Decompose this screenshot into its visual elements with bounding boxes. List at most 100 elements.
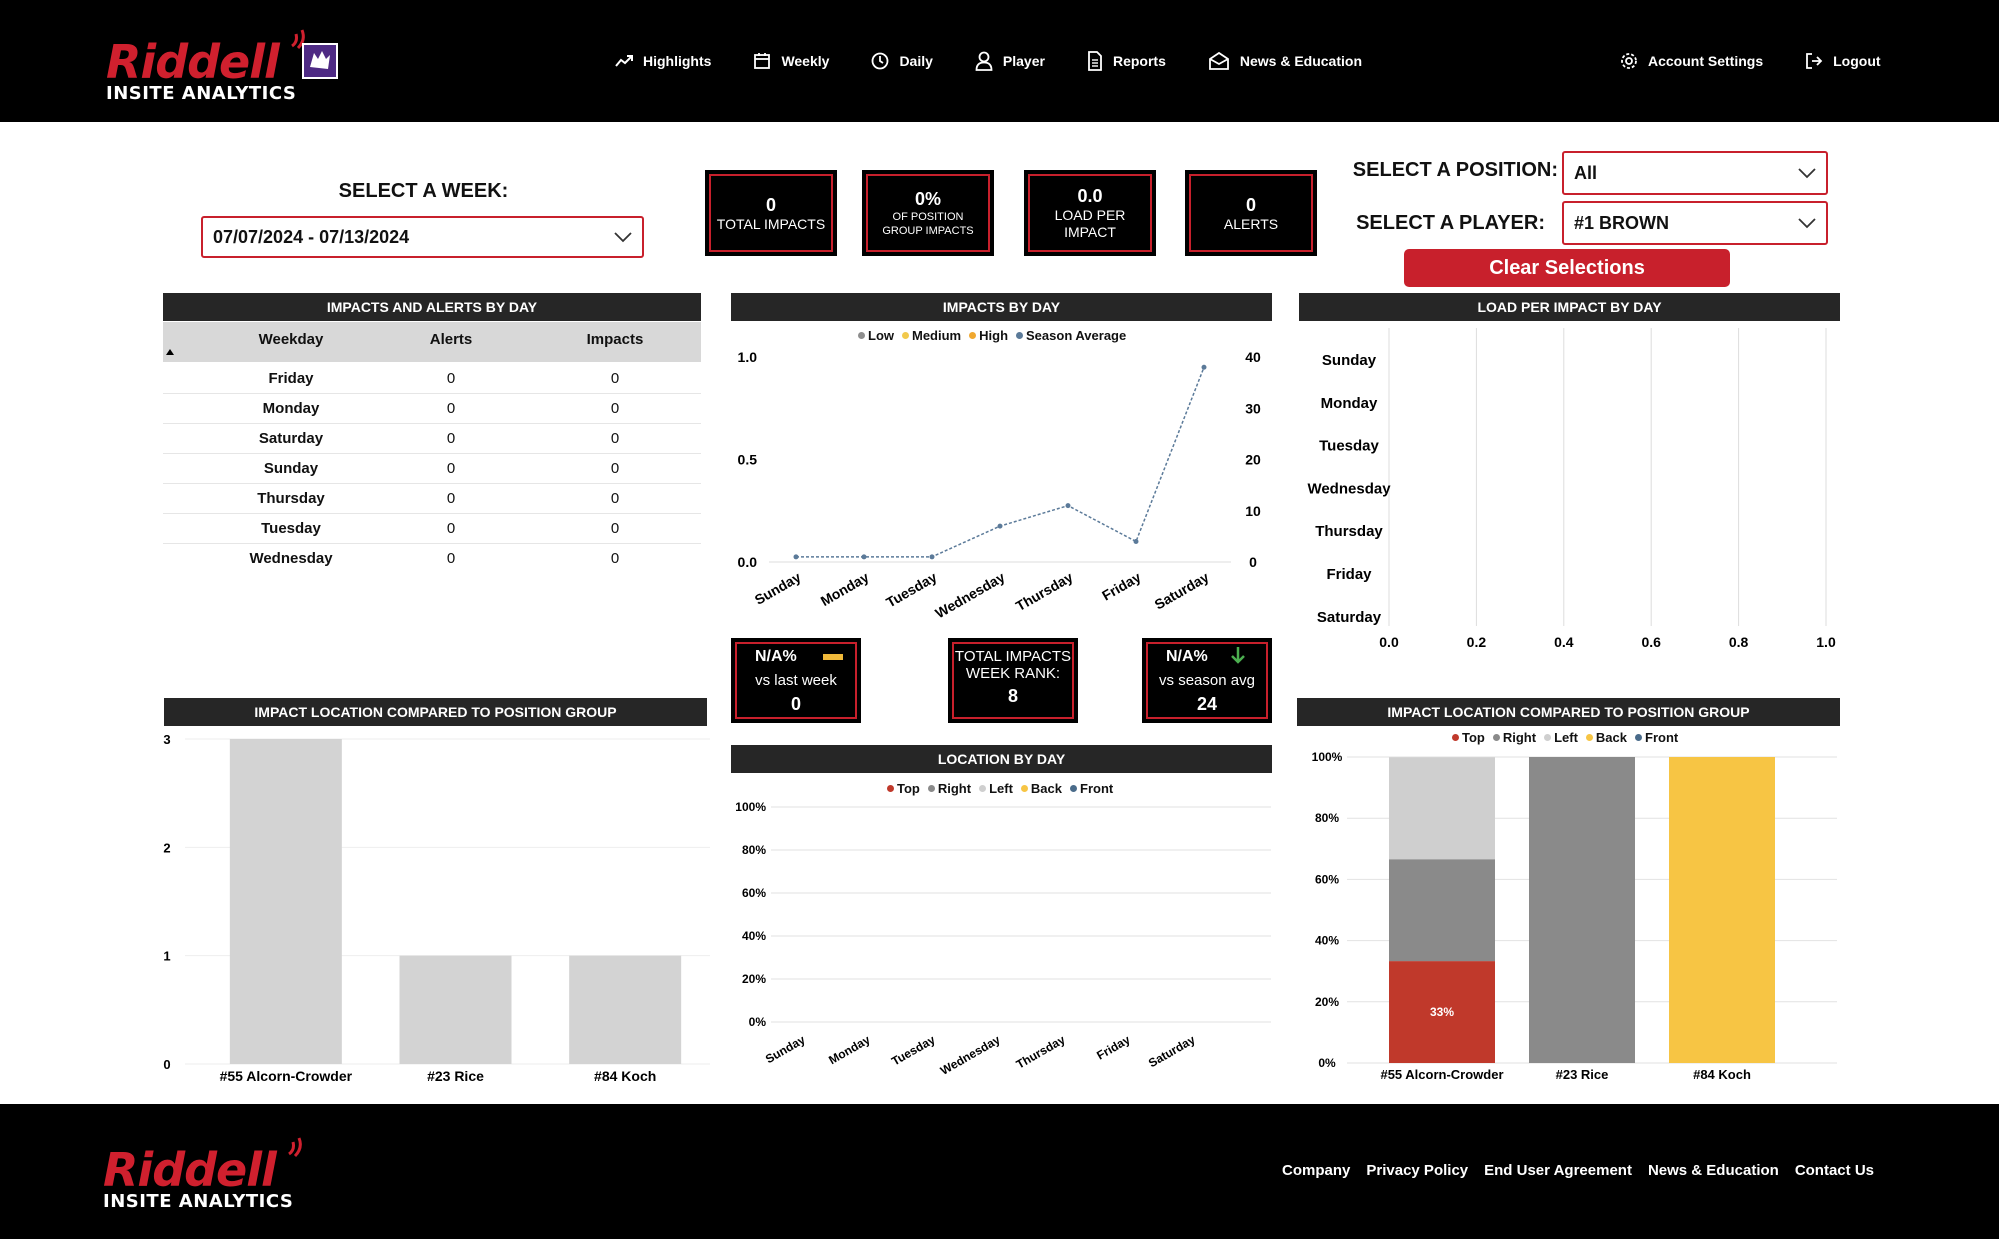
- table-row[interactable]: Thursday 0 0: [163, 484, 701, 514]
- legend-swatch-right: [927, 785, 935, 792]
- y2-tick-label: 20: [1245, 452, 1261, 468]
- cell-weekday: Wednesday: [249, 550, 333, 567]
- kpi-label: OF POSITION: [892, 211, 964, 223]
- footer-link-news[interactable]: News & Education: [1647, 1162, 1779, 1179]
- data-label: 33%: [1430, 1005, 1454, 1019]
- column-header[interactable]: Impacts: [586, 331, 644, 348]
- logo-brand-text: Riddell: [103, 1143, 277, 1197]
- x-tick-label: Saturday: [1146, 1032, 1198, 1070]
- impacts-by-day-chart[interactable]: 0.0 0.5 1.0 0 10 20 30 40 Sunday Monday TuesdayWed…: [731, 340, 1272, 630]
- location-bar: [569, 955, 682, 1064]
- position-select-label: SELECT A POSITION:: [1352, 159, 1558, 181]
- legend-swatch-back: [1585, 734, 1593, 741]
- legend-swatch-low: [858, 332, 865, 339]
- team-logo: [302, 43, 338, 79]
- kpi-label: IMPACT: [1064, 224, 1116, 240]
- x-tick-label: Wednesday: [938, 1032, 1003, 1078]
- nav-highlights[interactable]: Highlights: [615, 53, 711, 69]
- chevron-down-icon: [1798, 218, 1816, 229]
- cell-impacts: 0: [610, 550, 620, 567]
- column-header[interactable]: Alerts: [429, 331, 473, 348]
- cell-impacts: 0: [610, 520, 620, 537]
- nav-daily[interactable]: Daily: [871, 52, 933, 70]
- footer-link-eula[interactable]: End User Agreement: [1484, 1162, 1632, 1179]
- x-tick-label: 0.4: [1554, 634, 1574, 650]
- x-tick-label: #55 Alcorn-Crowder: [1380, 1067, 1503, 1082]
- x-tick-label: Thursday: [1014, 1032, 1068, 1071]
- y-tick-label: 40%: [1315, 934, 1339, 948]
- vs-season-avg-card: N/A% vs season avg 24: [1142, 638, 1272, 723]
- player-select[interactable]: #1 BROWN: [1562, 201, 1828, 245]
- impact-location-left-chart[interactable]: 0 1 2 3 #55 Alcorn-Crowder #23 Rice #84 Koch: [155, 728, 715, 1090]
- nav-weekly[interactable]: Weekly: [753, 52, 829, 70]
- nav-reports[interactable]: Reports: [1087, 51, 1166, 71]
- card-label: TOTAL IMPACTS: [954, 648, 1072, 665]
- y2-tick-label: 30: [1245, 400, 1261, 416]
- nav-label: Reports: [1112, 53, 1166, 69]
- cell-weekday: Thursday: [257, 490, 325, 507]
- kpi-value: 0%: [914, 189, 941, 209]
- nav-label: Player: [1002, 53, 1045, 69]
- y-tick-label: 60%: [1315, 872, 1339, 886]
- load-per-impact-chart[interactable]: 0.0 0.2 0.4 0.6 0.8 1.0 Sunday Monday Tuesday Wed…: [1299, 322, 1840, 672]
- location-by-day-chart[interactable]: 0% 20% 40% 60% 80% 100% Sunday Monday Tuesday Wed…: [731, 795, 1272, 1090]
- season-average-point: [997, 523, 1003, 529]
- table-row[interactable]: Wednesday 0 0: [163, 544, 701, 574]
- arrow-down-icon: [1231, 647, 1245, 664]
- legend-label: Back: [1030, 781, 1062, 796]
- legend-label: Back: [1595, 730, 1627, 745]
- legend-label: Season Average: [1026, 328, 1127, 343]
- legend-label: Left: [989, 781, 1013, 796]
- footer-link-contact[interactable]: Contact Us: [1794, 1162, 1874, 1179]
- footer-link-company[interactable]: Company: [1282, 1162, 1351, 1179]
- cell-alerts: 0: [446, 550, 456, 567]
- column-header[interactable]: Weekday: [258, 331, 324, 348]
- location-by-day-legend: Top Right Left Back Front: [887, 781, 1113, 796]
- x-tick-label: 0.2: [1467, 634, 1487, 650]
- legend-swatch-season-average: [1016, 332, 1024, 339]
- user-icon: [975, 51, 993, 71]
- account-settings-link[interactable]: Account Settings: [1620, 52, 1763, 70]
- card-label: WEEK RANK:: [965, 665, 1061, 682]
- season-average-point: [1065, 503, 1071, 509]
- footer-riddell-logo[interactable]: Riddell INSITE ANALYTICS: [103, 1137, 303, 1212]
- y-tick-label: 1: [163, 949, 170, 964]
- mail-icon: [1208, 51, 1229, 70]
- y-tick-label: 0.0: [738, 554, 758, 570]
- table-row[interactable]: Friday 0 0: [163, 364, 701, 394]
- account-settings-label: Account Settings: [1648, 53, 1764, 69]
- season-average-point: [793, 554, 799, 560]
- impact-location-right-chart[interactable]: 0% 20% 40% 60% 80% 100% #55 Alcorn-Crowder #23 …: [1297, 745, 1842, 1090]
- x-tick-label: Wednesday: [932, 569, 1007, 622]
- footer-links: Company Privacy Policy End User Agreemen…: [1266, 1162, 1874, 1179]
- cell-weekday: Tuesday: [261, 520, 321, 537]
- table-row[interactable]: Tuesday 0 0: [163, 514, 701, 544]
- x-tick-label: Tuesday: [883, 569, 939, 611]
- y-category-label: Wednesday: [1307, 480, 1391, 497]
- footer-link-privacy[interactable]: Privacy Policy: [1366, 1162, 1469, 1179]
- table-row[interactable]: Monday 0 0: [163, 394, 701, 424]
- table-row[interactable]: Saturday 0 0: [163, 424, 701, 454]
- clear-selections-button[interactable]: Clear Selections: [1404, 249, 1730, 287]
- location-bar: [399, 955, 512, 1064]
- kpi-label: TOTAL IMPACTS: [716, 215, 826, 232]
- nav-news-education[interactable]: News & Education: [1208, 51, 1362, 71]
- y-category-label: Monday: [1321, 395, 1378, 412]
- clock-icon: [872, 52, 889, 70]
- legend-label: Low: [868, 328, 894, 343]
- week-select[interactable]: 07/07/2024 - 07/13/2024: [201, 216, 644, 258]
- x-tick-label: Friday: [1099, 569, 1144, 604]
- table-row[interactable]: Sunday 0 0: [163, 454, 701, 484]
- week-rank-card: TOTAL IMPACTS WEEK RANK: 8: [948, 638, 1078, 723]
- logout-link[interactable]: Logout: [1805, 52, 1881, 70]
- x-tick-label: Monday: [818, 569, 872, 609]
- riddell-logo[interactable]: Riddell INSITE ANALYTICS: [106, 29, 306, 104]
- player-select-label: SELECT A PLAYER:: [1356, 212, 1545, 234]
- nav-label: Daily: [899, 53, 933, 69]
- cell-alerts: 0: [446, 370, 456, 387]
- position-select[interactable]: All: [1562, 151, 1828, 195]
- nav-player[interactable]: Player: [975, 51, 1045, 71]
- sort-asc-icon[interactable]: [165, 348, 175, 356]
- gear-icon: [1621, 53, 1637, 69]
- card-pct: N/A%: [755, 648, 797, 665]
